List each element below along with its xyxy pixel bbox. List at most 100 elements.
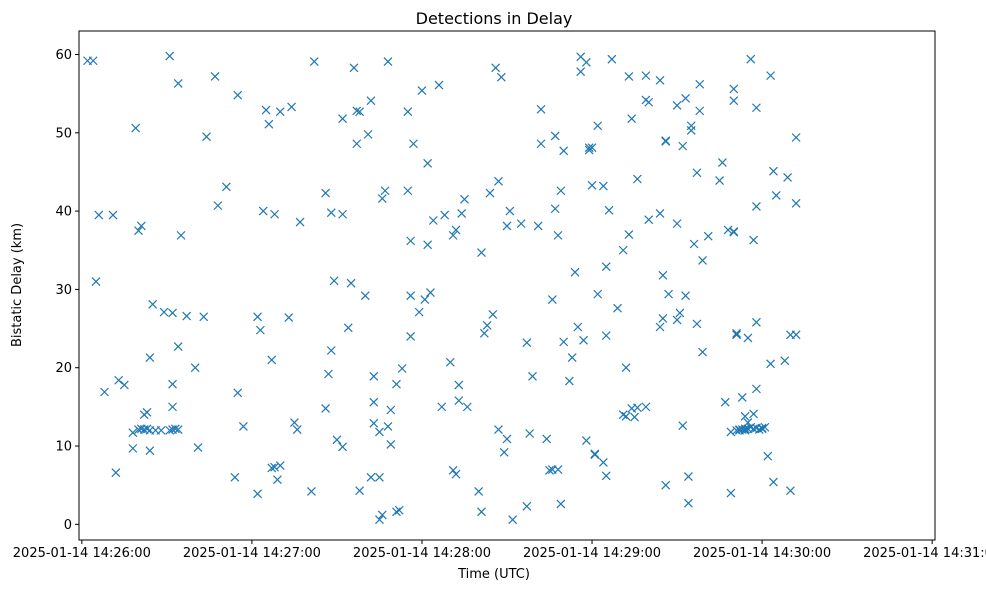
data-point	[437, 402, 447, 412]
x-tick-label: 2025-01-14 14:28:00	[353, 546, 491, 561]
data-point	[783, 173, 793, 182]
data-point	[394, 505, 404, 515]
data-point	[494, 425, 503, 435]
data-point	[423, 240, 433, 250]
data-point	[604, 205, 614, 215]
data-point	[786, 486, 795, 496]
data-point	[360, 291, 370, 301]
data-point	[672, 100, 682, 110]
data-point	[542, 434, 552, 444]
data-point	[131, 123, 141, 133]
data-point	[482, 321, 492, 330]
data-point	[729, 227, 739, 236]
y-axis-label: Bistatic Delay (km)	[10, 223, 25, 347]
data-point	[791, 330, 801, 340]
data-point	[128, 428, 138, 438]
data-point	[326, 346, 336, 355]
data-point	[108, 210, 118, 220]
data-point	[590, 450, 600, 460]
data-point	[601, 331, 611, 341]
data-point	[525, 429, 535, 438]
data-point	[689, 239, 699, 249]
data-point	[193, 443, 203, 453]
data-point	[769, 166, 778, 176]
data-point	[678, 141, 688, 151]
data-point	[740, 424, 750, 434]
data-point	[559, 337, 569, 347]
data-point	[258, 206, 268, 216]
data-point	[658, 270, 668, 280]
data-point	[233, 90, 243, 100]
data-point	[406, 291, 416, 301]
data-point	[621, 411, 631, 421]
data-point	[644, 97, 654, 107]
data-point	[338, 209, 348, 219]
data-point	[732, 330, 742, 340]
data-point	[190, 363, 200, 373]
data-point	[255, 325, 265, 335]
data-point	[324, 369, 333, 379]
data-point	[675, 308, 685, 318]
data-point	[338, 114, 348, 124]
y-axis: 0 10 20 30 40 50 60	[55, 48, 79, 533]
data-point	[545, 465, 554, 475]
data-point	[632, 174, 642, 184]
data-point	[451, 469, 461, 479]
data-point	[715, 176, 725, 185]
data-point	[695, 106, 705, 116]
data-point	[383, 57, 393, 66]
data-point	[383, 422, 393, 431]
data-point	[601, 471, 611, 481]
data-point	[581, 57, 591, 67]
data-point	[593, 121, 603, 131]
data-point	[448, 230, 458, 240]
data-point	[94, 210, 104, 220]
data-point	[641, 402, 651, 412]
data-point	[462, 402, 472, 412]
data-point	[661, 480, 671, 490]
data-point	[366, 96, 376, 106]
data-point	[579, 335, 588, 345]
x-tick-label: 2025-01-14 14:26:00	[13, 546, 151, 561]
y-tick-label: 10	[55, 440, 72, 455]
data-point	[272, 475, 282, 485]
data-point	[743, 333, 753, 343]
data-point	[420, 295, 430, 305]
data-point	[780, 356, 790, 366]
data-point	[757, 423, 767, 433]
data-point	[771, 191, 781, 200]
data-point	[746, 54, 756, 64]
data-points	[83, 51, 801, 525]
data-point	[165, 425, 175, 435]
data-point	[202, 132, 211, 142]
data-point	[698, 347, 708, 357]
data-point	[182, 311, 192, 321]
data-point	[516, 219, 526, 229]
data-point	[729, 96, 739, 106]
data-point	[528, 371, 537, 381]
data-point	[477, 507, 486, 517]
data-point	[655, 75, 665, 85]
data-point	[508, 515, 518, 525]
y-tick-label: 20	[55, 361, 72, 376]
data-point	[695, 79, 705, 89]
data-point	[454, 380, 464, 390]
data-point	[355, 107, 365, 117]
data-point	[119, 380, 129, 390]
data-point	[496, 72, 506, 82]
data-point	[553, 230, 563, 240]
data-point	[720, 397, 730, 407]
data-point	[238, 422, 248, 431]
data-point	[641, 71, 651, 81]
data-point	[355, 486, 365, 496]
data-point	[377, 194, 387, 204]
data-point	[567, 353, 577, 362]
data-point	[292, 425, 302, 435]
data-point	[502, 434, 512, 444]
data-point	[369, 397, 379, 407]
data-point	[632, 403, 642, 413]
data-point	[168, 308, 177, 318]
data-point	[749, 409, 759, 419]
data-point	[477, 248, 486, 258]
data-point	[377, 510, 387, 520]
